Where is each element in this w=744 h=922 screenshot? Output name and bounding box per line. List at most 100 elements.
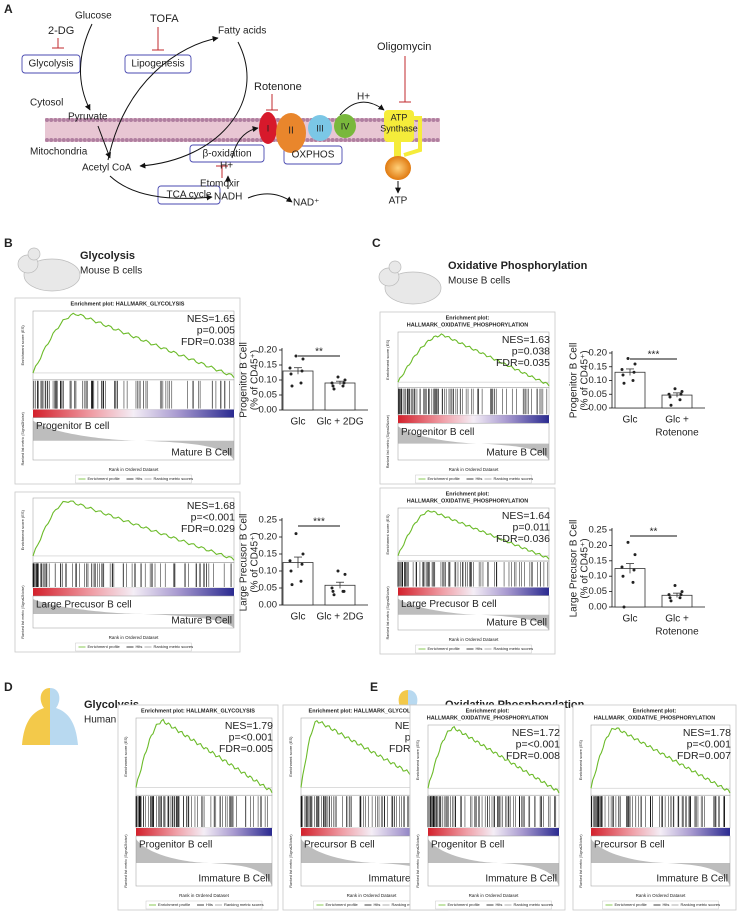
axis-label: Ranked list metric (Signal2Noise) xyxy=(21,412,25,465)
lipid-head xyxy=(427,138,432,142)
axis-label: Rank in Ordered Dataset xyxy=(636,893,687,898)
y-axis-label: Progenitor B Cell xyxy=(569,343,580,419)
lipid-head xyxy=(120,138,125,142)
lipid-head xyxy=(95,118,100,122)
lipid-head xyxy=(368,138,373,142)
axis-label: Ranked list metric (Signal2Noise) xyxy=(289,834,293,887)
label: ATP xyxy=(391,112,408,122)
lipid-head xyxy=(192,118,196,122)
panel-label: E xyxy=(370,680,378,694)
ranking-metric xyxy=(33,599,234,628)
inhibitor xyxy=(266,94,278,111)
axis-label: Ranked list metric (Signal2Noise) xyxy=(386,415,390,468)
bar xyxy=(282,370,314,411)
data-point xyxy=(343,378,347,382)
lipid-head xyxy=(45,118,49,122)
legend-label: Ranking metric scores xyxy=(514,902,554,907)
data-point xyxy=(300,562,304,566)
lipid-head xyxy=(364,118,369,122)
bar xyxy=(614,371,646,409)
gsea-frame xyxy=(14,297,241,485)
panel-title: Oxidative Phosphorylation xyxy=(448,260,588,272)
lipid-head xyxy=(78,118,83,122)
data-point xyxy=(633,362,637,366)
lipid-head xyxy=(137,118,142,122)
lipid-head xyxy=(423,138,427,142)
lipid-head xyxy=(305,138,310,142)
lipid-head xyxy=(91,138,96,142)
enrichment-curve xyxy=(135,718,273,794)
label: Fatty acids xyxy=(218,26,266,37)
lipid-head xyxy=(234,118,238,122)
data-point xyxy=(632,370,636,374)
label: IV xyxy=(341,121,350,131)
metric-area xyxy=(427,835,560,887)
complex-i xyxy=(259,112,277,144)
data-point xyxy=(679,593,683,597)
data-point xyxy=(678,596,682,600)
lipid-head xyxy=(423,118,427,122)
data-point xyxy=(336,569,340,573)
data-point xyxy=(678,398,682,402)
arrow xyxy=(109,175,213,201)
lipid-head xyxy=(66,138,70,142)
legend-label: Hits xyxy=(136,476,143,481)
lipid-head xyxy=(166,138,171,142)
x-tick-label: Glc + xyxy=(665,614,689,625)
lipid-head xyxy=(242,138,247,142)
x-tick-label: Glc + xyxy=(665,415,689,426)
lipid-head xyxy=(414,138,419,142)
box xyxy=(283,145,343,165)
lipid-head xyxy=(217,138,222,142)
lipid-head xyxy=(208,118,213,122)
complex-iii xyxy=(308,115,332,141)
data-point xyxy=(290,583,294,587)
lipid-head xyxy=(78,138,83,142)
panel-subtitle: Human B Cell xyxy=(84,715,146,726)
data-point xyxy=(331,384,335,388)
label: NADH xyxy=(214,192,242,203)
enrichment-curve xyxy=(427,725,560,794)
lipid-head xyxy=(204,118,209,122)
lipid-head xyxy=(162,118,167,122)
lipid-head xyxy=(61,118,66,122)
gsea-group-label: Immature B Cell xyxy=(198,874,270,885)
lipid-head xyxy=(250,138,255,142)
ranking-metric xyxy=(591,839,730,886)
y-axis-label: (% of CD45⁺) xyxy=(250,532,261,592)
lipid-head xyxy=(53,118,58,122)
box xyxy=(124,54,192,74)
lipid-head xyxy=(53,138,58,142)
data-point xyxy=(669,599,673,603)
gsea-group-label: Mature B Cell xyxy=(486,618,547,629)
lipid-head xyxy=(183,138,188,142)
arrow xyxy=(80,23,93,111)
metric-area xyxy=(397,422,550,461)
axis-label: Rank in Ordered Dataset xyxy=(179,893,230,898)
lipid-head xyxy=(175,118,180,122)
gsea-title: Enrichment plot: HALLMARK_GLYCOLYSIS xyxy=(309,708,423,714)
gsea-stat: FDR=0.029 xyxy=(181,523,235,535)
legend-frame xyxy=(602,900,719,910)
significance: *** xyxy=(313,517,325,528)
data-point xyxy=(621,574,625,578)
lipid-head xyxy=(124,138,129,142)
arrow xyxy=(139,41,248,169)
data-point xyxy=(631,580,635,584)
lipid-head xyxy=(355,118,360,122)
legend-frame xyxy=(75,642,192,652)
lipid-head xyxy=(364,138,369,142)
gsea-stat: NES=1.65 xyxy=(187,313,235,325)
lipid-head xyxy=(183,118,188,122)
legend-label: Ranking metric scores xyxy=(154,476,194,481)
lipid-head xyxy=(45,138,49,142)
y-tick-label: 0.05 xyxy=(259,390,278,401)
legend-frame xyxy=(435,900,552,910)
bar xyxy=(614,568,646,608)
bar xyxy=(324,382,356,411)
label: Glycolysis xyxy=(28,59,73,70)
y-tick-label: 0.10 xyxy=(259,375,278,386)
lipid-head xyxy=(108,118,112,122)
label: TCA cycle xyxy=(166,190,211,201)
panel-label: B xyxy=(4,236,13,250)
